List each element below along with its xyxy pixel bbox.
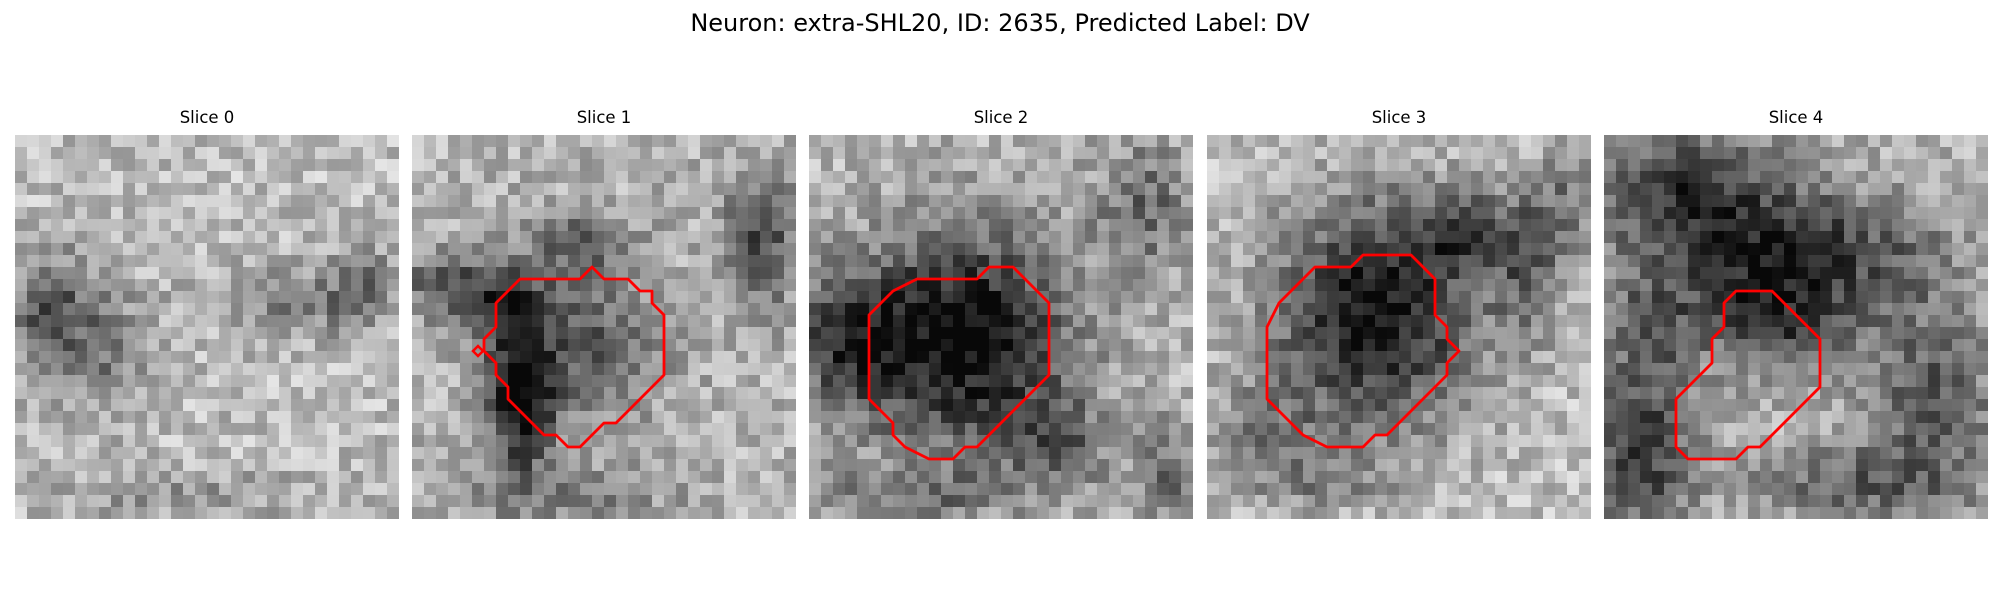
slice-image <box>809 135 1193 519</box>
slice-image <box>15 135 399 519</box>
slice-panel-1: Slice 1 <box>412 108 796 128</box>
slice-image <box>1604 135 1988 519</box>
slice-image <box>1207 135 1591 519</box>
pixel-grid <box>809 135 1193 519</box>
slice-pixels <box>1207 135 1591 519</box>
slice-panel-3: Slice 3 <box>1207 108 1591 128</box>
slice-title: Slice 2 <box>809 108 1193 128</box>
slice-pixels <box>15 135 399 519</box>
slice-pixels <box>1604 135 1988 519</box>
slice-pixels <box>809 135 1193 519</box>
slice-title: Slice 4 <box>1604 108 1988 128</box>
slice-image <box>412 135 796 519</box>
slice-title: Slice 1 <box>412 108 796 128</box>
slice-title: Slice 0 <box>15 108 399 128</box>
pixel-grid <box>412 135 796 519</box>
pixel-grid <box>1207 135 1591 519</box>
slice-pixels <box>412 135 796 519</box>
pixel-grid <box>1604 135 1988 519</box>
slice-panel-0: Slice 0 <box>15 108 399 128</box>
slice-panel-2: Slice 2 <box>809 108 1193 128</box>
slice-panel-4: Slice 4 <box>1604 108 1988 128</box>
slice-title: Slice 3 <box>1207 108 1591 128</box>
pixel-grid <box>15 135 399 519</box>
figure-title: Neuron: extra-SHL20, ID: 2635, Predicted… <box>0 8 2000 38</box>
